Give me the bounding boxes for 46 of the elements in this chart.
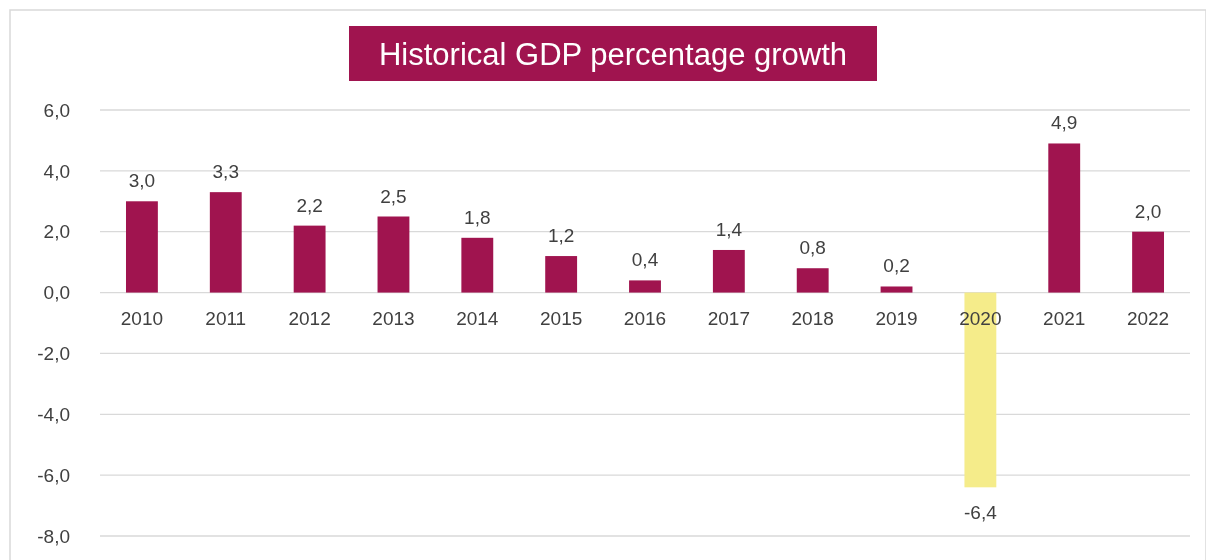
y-tick-label: -4,0 (37, 403, 70, 425)
bar (712, 249, 745, 293)
x-tick-label: 2021 (1043, 307, 1086, 329)
data-label: 2,0 (1134, 200, 1162, 222)
x-tick-label: 2016 (623, 307, 667, 329)
bar (1132, 231, 1165, 293)
x-tick-label: 2018 (791, 307, 834, 329)
bar (293, 225, 326, 293)
data-label: 0,2 (883, 255, 910, 277)
data-label: -6,4 (964, 502, 998, 524)
data-label: 1,2 (547, 225, 575, 247)
x-tick-label: 2010 (120, 307, 164, 329)
bar (209, 192, 242, 293)
bar (125, 201, 158, 293)
bar (377, 216, 410, 293)
chart-title: Historical GDP percentage growth (378, 36, 848, 72)
y-tick-label: -8,0 (37, 525, 70, 547)
y-tick-label: -6,0 (37, 464, 70, 486)
bar (461, 237, 494, 293)
bar (880, 286, 913, 293)
data-label: 2,5 (380, 185, 407, 207)
y-tick-label: 0,0 (43, 282, 70, 304)
bar (1048, 143, 1081, 293)
data-label: 0,4 (631, 249, 659, 271)
data-label: 1,4 (715, 218, 743, 240)
x-tick-label: 2013 (372, 307, 415, 329)
y-tick-label: 6,0 (43, 99, 70, 121)
bar (796, 268, 829, 293)
x-tick-label: 2014 (456, 307, 499, 329)
x-tick-label: 2015 (540, 307, 583, 329)
y-tick-label: 4,0 (43, 160, 70, 182)
data-label: 2,2 (296, 194, 323, 216)
data-label: 0,8 (799, 237, 826, 259)
data-label: 4,9 (1051, 112, 1078, 134)
data-label: 3,3 (212, 161, 239, 183)
x-tick-label: 2022 (1126, 307, 1170, 329)
x-tick-label: 2011 (205, 307, 247, 329)
data-label: 3,0 (128, 170, 156, 192)
y-tick-label: -2,0 (37, 343, 70, 365)
bar (545, 256, 578, 293)
y-tick-label: 2,0 (43, 221, 70, 243)
x-tick-label: 2019 (875, 307, 918, 329)
x-tick-label: 2012 (288, 307, 331, 329)
data-label: 1,8 (464, 206, 491, 228)
x-tick-label: 2017 (707, 307, 750, 329)
bar (629, 280, 661, 293)
